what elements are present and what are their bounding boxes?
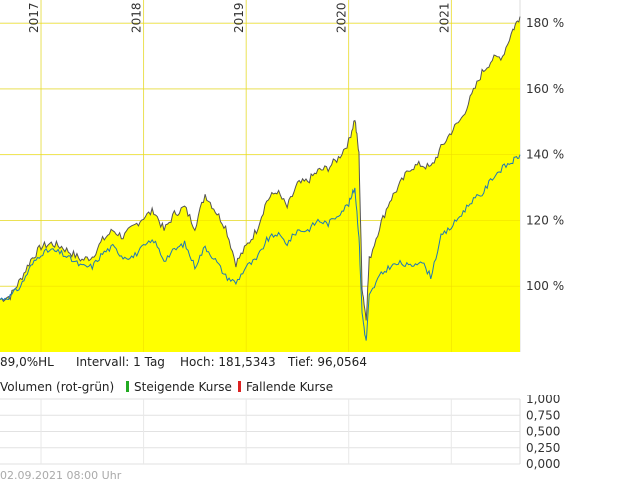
- timestamp: 02.09.2021 08:00 Uhr: [0, 469, 122, 482]
- high-value: Hoch: 181,5343: [180, 355, 276, 369]
- y-tick-label: 120 %: [526, 213, 564, 227]
- legend-falling: Fallende Kurse: [238, 380, 333, 394]
- x-tick-label: 2019: [232, 2, 246, 33]
- price-line: [0, 16, 521, 321]
- legend-rising-swatch: [126, 381, 129, 392]
- volume-tick-label: 0,000: [526, 457, 560, 470]
- low-value: Tief: 96,0564: [288, 355, 367, 369]
- x-tick-label: 2020: [335, 2, 349, 33]
- interval-value: Intervall: 1 Tag: [76, 355, 165, 369]
- volume-title: Volumen (rot-grün): [0, 380, 115, 394]
- volume-tick-label: 0,750: [526, 408, 560, 422]
- volume-tick-label: 1,000: [526, 395, 560, 406]
- comparison-line: [0, 154, 521, 341]
- price-chart: 2017 2018 2019 2020 2021 180 % 160 % 140 % 120 …: [0, 0, 564, 352]
- legend-rising: Steigende Kurse: [126, 380, 232, 394]
- y-tick-label: 160 %: [526, 82, 564, 96]
- volume-chart: 1,000 0,750 0,500 0,250 0,000: [0, 395, 560, 470]
- legend-falling-swatch: [238, 381, 241, 392]
- volume-tick-label: 0,500: [526, 425, 560, 439]
- volume-tick-label: 0,250: [526, 441, 560, 455]
- y-tick-label: 100 %: [526, 279, 564, 293]
- x-tick-label: 2018: [130, 2, 144, 33]
- y-tick-label: 140 %: [526, 148, 564, 162]
- price-area-fill: [0, 16, 520, 352]
- x-tick-label: 2021: [437, 2, 451, 33]
- y-tick-label: 180 %: [526, 16, 564, 30]
- performance-value: 89,0%HL: [0, 355, 54, 369]
- x-tick-label: 2017: [27, 2, 41, 33]
